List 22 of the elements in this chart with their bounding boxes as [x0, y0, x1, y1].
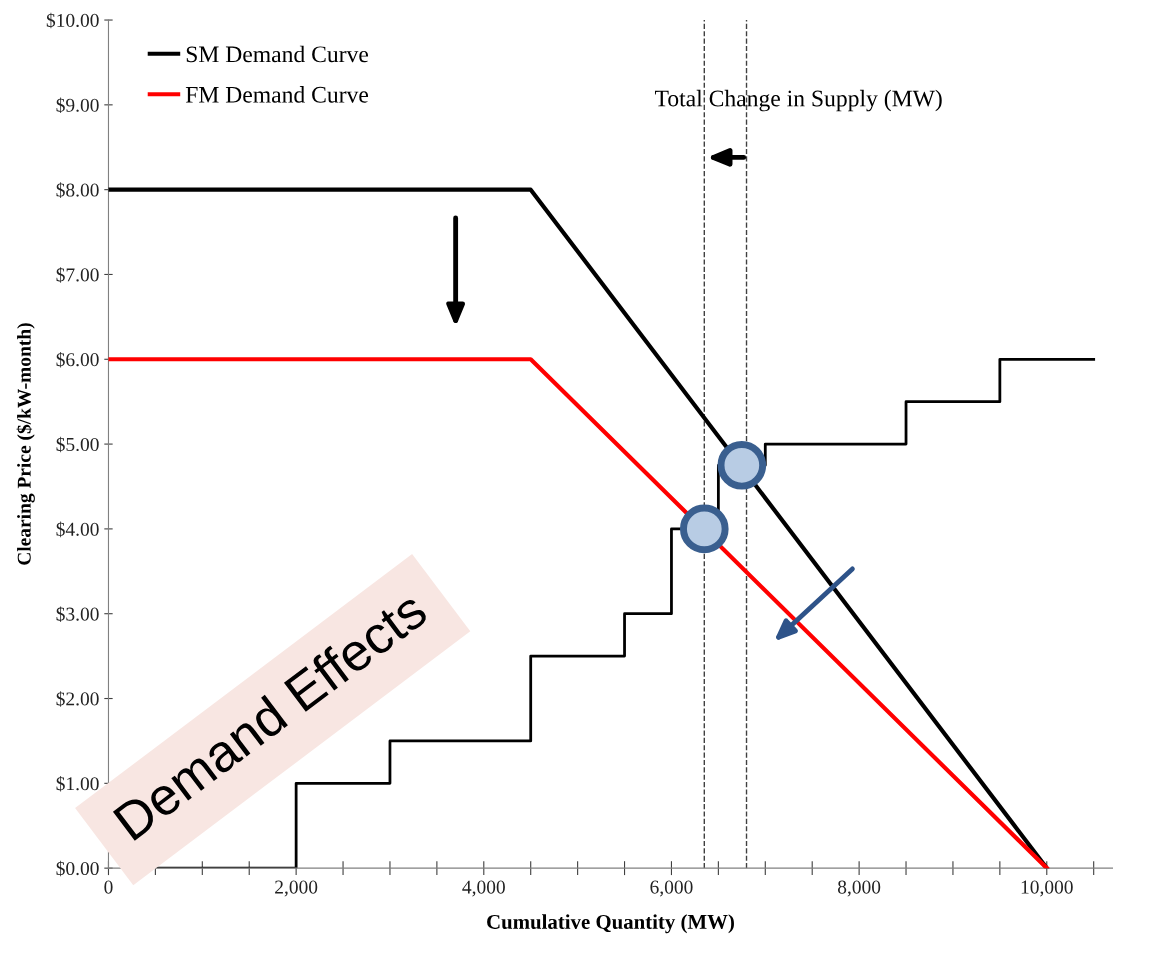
legend-label: SM Demand Curve	[186, 45, 369, 63]
x-tick-label: 10,000	[1021, 880, 1073, 897]
y-tick-label: $3.00	[56, 606, 99, 622]
y-tick-label: $1.00	[56, 776, 99, 792]
x-tick-label: 4,000	[462, 880, 505, 897]
annotation: Total Change in Supply (MW)	[654, 89, 942, 112]
x-axis-title: Cumulative Quantity (MW)	[487, 914, 734, 934]
y-tick-label: $0.00	[56, 860, 99, 877]
y-tick-label: $6.00	[56, 351, 99, 368]
x-tick-label: 2,000	[275, 880, 318, 897]
x-tick-label: 0	[104, 880, 113, 894]
y-tick-label: $5.00	[56, 436, 99, 453]
y-tick-label: $2.00	[56, 691, 99, 707]
y-axis-title: Clearing Price ($/kW-month)	[16, 323, 35, 565]
x-tick-label: 6,000	[650, 880, 693, 897]
y-tick-label: $7.00	[56, 267, 99, 283]
y-tick-label: $4.00	[56, 521, 99, 538]
y-tick-label: $8.00	[56, 182, 99, 198]
legend-label: FM Demand Curve	[185, 86, 369, 103]
y-tick-label: $10.00	[46, 12, 99, 29]
y-tick-label: $9.00	[56, 97, 99, 114]
x-tick-label: 8,000	[837, 880, 881, 897]
